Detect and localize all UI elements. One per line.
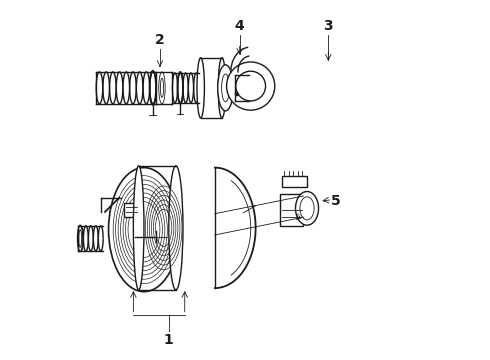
- FancyBboxPatch shape: [282, 176, 307, 187]
- Circle shape: [235, 92, 239, 96]
- Ellipse shape: [133, 166, 144, 290]
- Text: 4: 4: [235, 19, 245, 33]
- Ellipse shape: [169, 166, 183, 290]
- Ellipse shape: [218, 65, 233, 111]
- Text: 1: 1: [164, 333, 173, 346]
- Ellipse shape: [109, 168, 179, 292]
- FancyBboxPatch shape: [280, 194, 303, 226]
- Text: 2: 2: [155, 33, 165, 47]
- Ellipse shape: [77, 225, 83, 252]
- Circle shape: [236, 71, 266, 101]
- Circle shape: [226, 62, 275, 110]
- Ellipse shape: [218, 58, 226, 118]
- Text: 3: 3: [323, 19, 333, 33]
- Ellipse shape: [295, 192, 318, 225]
- Text: 5: 5: [331, 194, 340, 208]
- FancyBboxPatch shape: [124, 203, 139, 217]
- Ellipse shape: [197, 58, 204, 118]
